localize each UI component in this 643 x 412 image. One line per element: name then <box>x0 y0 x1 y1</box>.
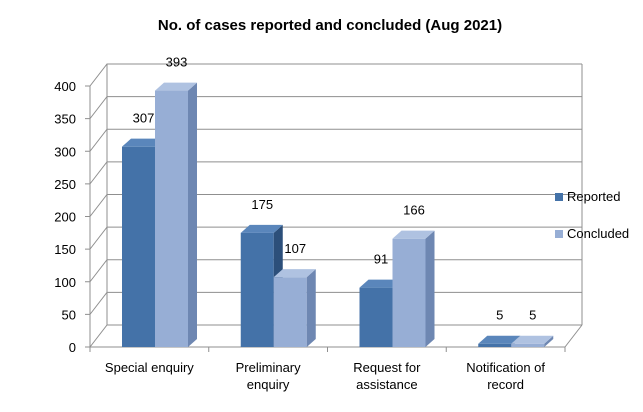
bar-side <box>306 269 316 347</box>
y-tick-label: 100 <box>54 275 76 290</box>
x-tick-label: Preliminary enquiry <box>236 360 302 392</box>
legend-swatch <box>555 193 563 201</box>
bar-top <box>511 335 554 344</box>
data-label: 166 <box>403 203 425 218</box>
bar-front <box>359 287 393 347</box>
y-tick-label: 300 <box>54 144 76 159</box>
data-label: 393 <box>166 55 188 70</box>
bar-side <box>188 82 197 347</box>
bar-concluded <box>155 82 197 347</box>
bar-concluded <box>511 335 554 347</box>
data-label: 307 <box>133 111 155 126</box>
bar-top <box>122 138 164 147</box>
bar-side <box>425 230 435 347</box>
y-tick-label: 250 <box>54 177 76 192</box>
data-labels: 307 393 175 107 91 166 5 5 <box>133 55 537 323</box>
bar-front <box>273 277 307 347</box>
data-label: 91 <box>374 252 388 267</box>
legend-swatch <box>555 230 563 238</box>
data-label: 175 <box>251 197 273 212</box>
legend: Reported Concluded <box>555 189 629 241</box>
data-label: 5 <box>529 308 536 323</box>
bars <box>122 82 554 347</box>
bar-front <box>392 238 426 347</box>
y-tick-label: 200 <box>54 210 76 225</box>
y-tick-label: 400 <box>54 79 76 94</box>
x-tick-label: Special enquiry <box>105 360 194 375</box>
floor-right-edge <box>564 324 583 348</box>
y-tick-label: 350 <box>54 112 76 127</box>
bar-top <box>392 230 435 239</box>
bar-front <box>511 343 545 347</box>
bar-front <box>478 343 512 347</box>
y-tick-label: 50 <box>62 307 76 322</box>
bar-concluded <box>392 230 435 347</box>
data-label: 5 <box>496 308 503 323</box>
bar-front <box>122 146 155 347</box>
axes: 0 50 100 150 200 250 300 350 400 Special enquiry P… <box>54 64 583 392</box>
bar-top <box>273 269 316 278</box>
bar-top <box>240 224 283 233</box>
bar-top <box>359 279 402 288</box>
y-tick-label: 150 <box>54 242 76 257</box>
data-label: 107 <box>284 241 306 256</box>
legend-label: Reported <box>567 189 620 204</box>
bar-top <box>155 82 197 91</box>
bar-side <box>544 335 554 347</box>
bar-concluded <box>273 269 316 347</box>
legend-label: Concluded <box>567 226 629 241</box>
x-tick-label: Request for assistance <box>353 360 421 392</box>
chart-title: No. of cases reported and concluded (Aug… <box>158 17 502 34</box>
bar-front <box>155 90 188 347</box>
y-tick-label: 0 <box>69 340 76 355</box>
bar-front <box>240 232 274 347</box>
x-tick-label: Notification of record <box>466 360 545 392</box>
bar-top <box>478 335 521 344</box>
